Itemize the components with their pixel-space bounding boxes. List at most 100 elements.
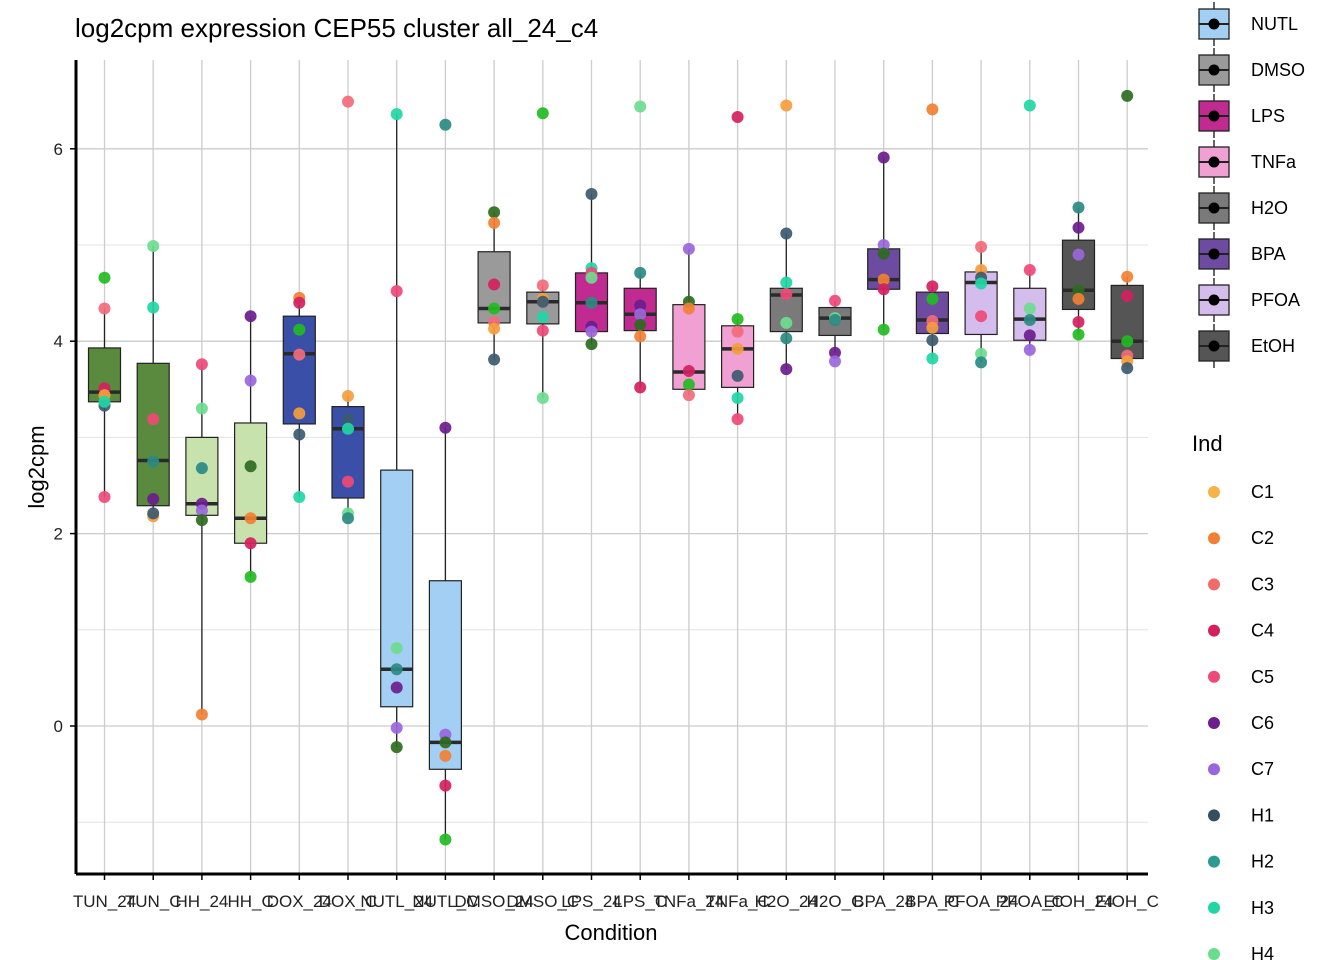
data-point xyxy=(1072,221,1085,234)
legend-key-dot xyxy=(1208,340,1220,352)
data-point xyxy=(293,348,306,361)
data-point xyxy=(488,302,501,315)
x-tick-label: TNFa_C xyxy=(705,892,769,911)
data-point xyxy=(147,301,160,314)
legend-label-c7: C7 xyxy=(1251,759,1274,779)
legend-key-dot xyxy=(1208,156,1220,168)
data-point xyxy=(536,107,549,120)
box-HH_C xyxy=(234,422,268,544)
data-point xyxy=(536,295,549,308)
y-tick-label: 6 xyxy=(54,140,63,159)
data-point xyxy=(98,302,111,315)
data-point xyxy=(634,308,647,321)
data-point xyxy=(877,283,890,296)
legend-dot-c5 xyxy=(1208,670,1220,683)
data-point xyxy=(926,321,939,334)
data-point xyxy=(244,537,257,550)
data-point xyxy=(147,507,160,520)
x-tick-label: DOX_C xyxy=(319,892,378,911)
data-point xyxy=(195,462,208,475)
legend-dot-h2 xyxy=(1208,855,1220,868)
data-point xyxy=(1072,201,1085,214)
data-point xyxy=(390,108,403,121)
data-point xyxy=(975,240,988,253)
data-point xyxy=(634,330,647,343)
data-point xyxy=(682,365,695,378)
data-point xyxy=(634,318,647,331)
x-tick-label: H2O_24 xyxy=(755,892,818,911)
x-tick-label: DMSO_C xyxy=(506,892,579,911)
data-point xyxy=(780,332,793,345)
data-point xyxy=(877,273,890,286)
data-point xyxy=(829,355,841,368)
y-axis-title: log2cpm xyxy=(24,425,49,508)
legend-label-c1: C1 xyxy=(1251,482,1274,502)
legend-label-nutl: NUTL xyxy=(1251,14,1298,34)
x-tick-label: PFOA_C xyxy=(996,892,1064,911)
data-point xyxy=(390,663,403,676)
data-point xyxy=(877,247,890,260)
data-point xyxy=(682,242,695,255)
legend-dot-c2 xyxy=(1208,532,1220,545)
legend-label-c6: C6 xyxy=(1251,713,1274,733)
data-point xyxy=(1121,89,1134,102)
data-point xyxy=(975,356,988,369)
legend-label-dmso: DMSO xyxy=(1251,60,1305,80)
legend-label-c4: C4 xyxy=(1251,621,1274,641)
data-point xyxy=(195,708,208,721)
data-point xyxy=(1023,302,1036,315)
legend-key-dot xyxy=(1208,202,1220,214)
data-point xyxy=(634,299,647,312)
data-point xyxy=(1121,335,1134,348)
data-point xyxy=(780,99,793,112)
x-tick-label: DOX_24 xyxy=(267,892,332,911)
legend-label-h3: H3 xyxy=(1251,898,1274,918)
data-point xyxy=(244,310,257,323)
data-point xyxy=(780,363,793,376)
legend-label-h1: H1 xyxy=(1251,805,1274,825)
data-point xyxy=(536,311,549,324)
data-point xyxy=(488,322,501,335)
data-point xyxy=(1023,264,1036,277)
data-point xyxy=(195,358,208,371)
x-axis-title: Condition xyxy=(565,920,658,945)
data-point xyxy=(975,310,988,323)
data-point xyxy=(731,342,744,355)
data-point xyxy=(390,721,403,734)
legend-key-dot xyxy=(1208,18,1220,30)
x-tick-label: NUTL_24 xyxy=(360,892,433,911)
legend-label-c2: C2 xyxy=(1251,528,1274,548)
x-tick-label: PFOA_24 xyxy=(944,892,1019,911)
data-point xyxy=(342,413,354,426)
data-point xyxy=(926,103,939,116)
data-point xyxy=(975,277,988,290)
data-point xyxy=(780,288,793,301)
x-tick-label: TUN_24 xyxy=(73,892,136,911)
x-tick-label: TUN_C xyxy=(125,892,182,911)
data-point xyxy=(342,390,354,403)
x-tick-label: HH_C xyxy=(227,892,273,911)
data-point xyxy=(244,374,257,387)
data-point xyxy=(1072,248,1085,261)
data-point xyxy=(488,278,501,291)
legend-key-dot xyxy=(1208,110,1220,122)
legend-label-h2o: H2O xyxy=(1251,198,1288,218)
data-point xyxy=(682,302,695,315)
data-point xyxy=(439,749,452,762)
data-point xyxy=(1023,314,1036,327)
data-point xyxy=(585,296,598,309)
data-point xyxy=(731,369,744,382)
data-point xyxy=(1023,329,1036,342)
x-tick-label: HH_24 xyxy=(175,892,228,911)
legend-dot-h1 xyxy=(1208,809,1220,822)
legend-label-h4: H4 xyxy=(1251,944,1274,960)
data-point xyxy=(293,407,306,420)
x-tick-label: EtOH_24 xyxy=(1044,892,1114,911)
data-point xyxy=(342,512,354,525)
data-point xyxy=(1072,315,1085,328)
legend-label-tnfa: TNFa xyxy=(1251,152,1297,172)
data-point xyxy=(829,294,841,307)
data-point xyxy=(439,833,452,846)
